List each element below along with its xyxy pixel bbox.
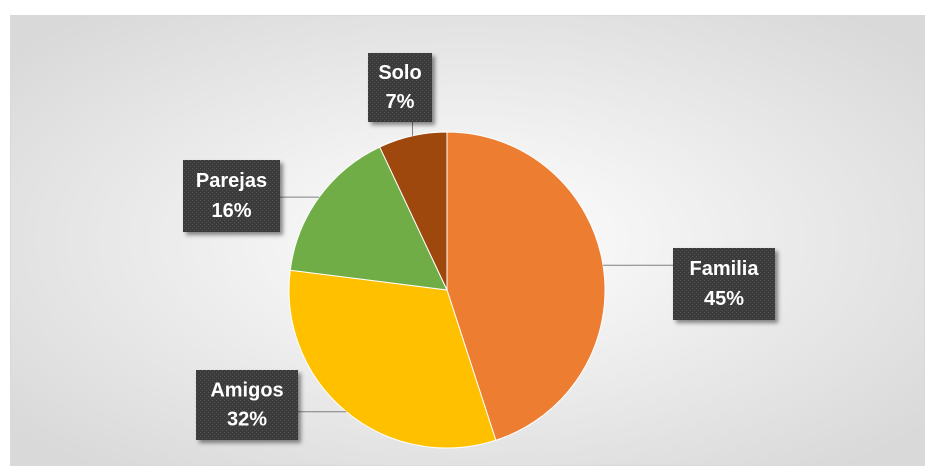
data-label-value: 32% xyxy=(227,409,267,431)
data-label-name: Amigos xyxy=(210,379,283,401)
data-label-value: 16% xyxy=(211,200,251,222)
data-label-box xyxy=(368,53,432,122)
pie-slice xyxy=(446,131,606,441)
data-label-value: 7% xyxy=(386,91,415,113)
data-label-name: Parejas xyxy=(196,170,267,192)
data-label-name: Familia xyxy=(690,258,760,280)
data-label-value: 45% xyxy=(704,288,744,310)
pie xyxy=(288,131,606,449)
data-label-name: Solo xyxy=(378,62,421,84)
pie-slice xyxy=(288,269,497,449)
data-label-box xyxy=(673,248,775,320)
data-label-box xyxy=(196,370,298,440)
pie-slice xyxy=(379,131,448,291)
labels: Familia 45% Amigos 32% Parejas 16% Solo 7% xyxy=(183,53,775,440)
pie-slice xyxy=(289,146,448,291)
data-label-box xyxy=(183,160,280,232)
